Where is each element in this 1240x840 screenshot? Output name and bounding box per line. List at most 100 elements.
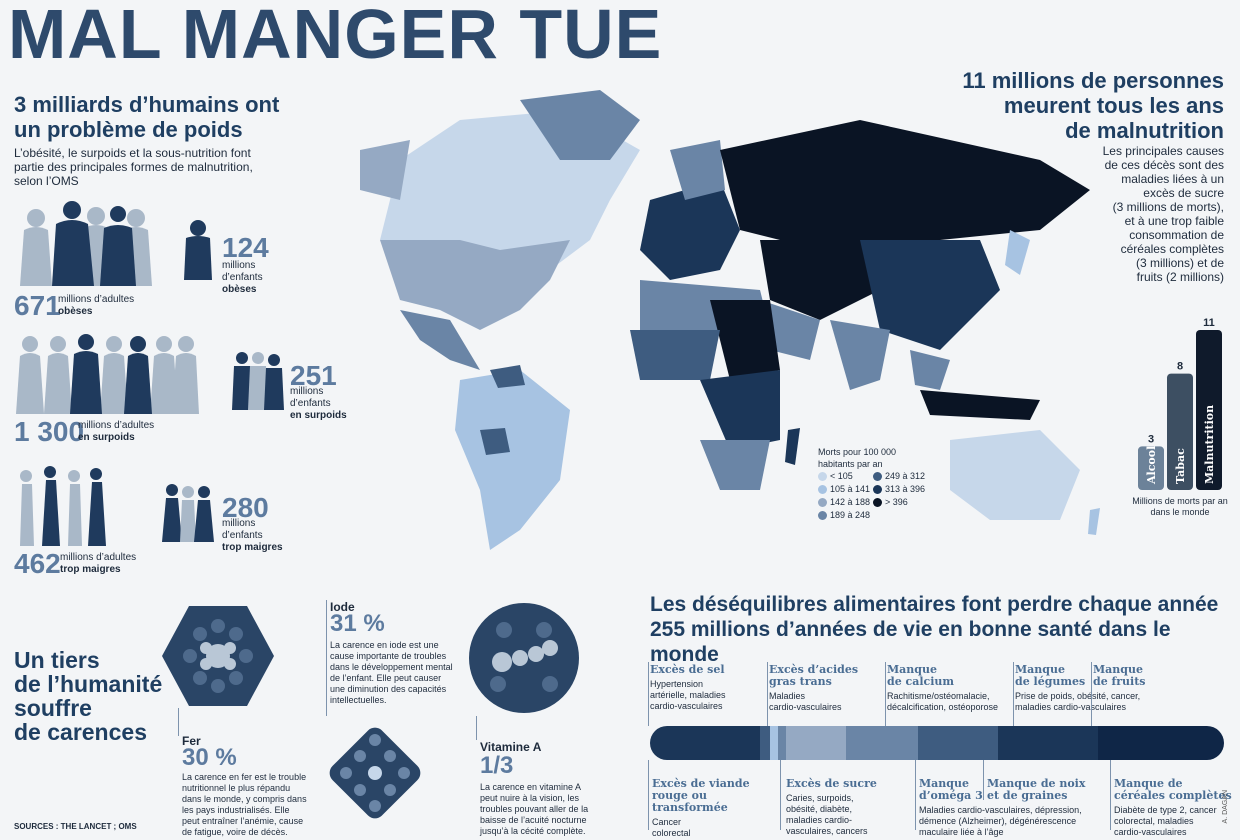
category-whole-grains: Manque de céréales complètes Diabète de … xyxy=(1114,777,1232,838)
deaths-heading-line: de malnutrition xyxy=(1065,118,1224,143)
segment-omega3 xyxy=(846,726,918,760)
children-overweight-silhouettes xyxy=(232,352,284,410)
children-thin-number: 280 xyxy=(222,492,269,523)
map-legend-col-1: < 105 105 à 141 142 à 188 189 à 248 xyxy=(818,470,870,522)
chart-caption: Millions de morts par an dans le monde xyxy=(1132,496,1228,517)
map-china xyxy=(860,240,1000,350)
map-usa xyxy=(380,240,570,330)
adults-overweight-label: millions d’adultes en surpoids xyxy=(78,420,154,444)
label-line: d’enfants xyxy=(290,398,331,409)
category-salt: Excès de sel Hypertension artérielle, mal… xyxy=(650,663,726,712)
segment-vegetables-fruits xyxy=(998,726,1098,760)
map-southern-africa xyxy=(700,440,770,490)
label-line: millions d’adultes xyxy=(60,552,137,563)
adults-obese-label: millions d’adultes obèses xyxy=(58,294,134,318)
adults-thin-silhouettes xyxy=(20,466,106,546)
weight-heading-line-1: 3 milliards d’humains ont xyxy=(14,92,280,117)
bar-malnutrition xyxy=(1196,330,1222,490)
bar-category-label: Malnutrition xyxy=(1203,405,1216,484)
iron-percent: 30 % xyxy=(182,744,237,771)
map-venezuela xyxy=(490,365,525,388)
legend-item: 189 à 248 xyxy=(818,509,870,522)
map-central-asia xyxy=(760,240,880,320)
label-line-bold: obèses xyxy=(222,284,257,295)
bar-category-label: Tabac xyxy=(1174,448,1187,484)
children-overweight-number: 251 xyxy=(290,360,337,391)
segment-calcium xyxy=(786,726,846,760)
deaths-heading-line: 11 millions de personnes xyxy=(962,68,1224,93)
category-sugar: Excès de sucre Caries, surpoids, obésité,… xyxy=(786,777,877,837)
category-trans-fats: Excès d’acides gras trans Maladies cardio… xyxy=(769,663,859,713)
weight-description: L’obésité, le surpoids et la sous-nutrit… xyxy=(14,146,253,188)
label-line-bold: obèses xyxy=(58,306,93,317)
adults-thin-label: millions d’adultes trop maigres xyxy=(60,552,136,576)
vitamin-a-label: Vitamine A xyxy=(480,740,542,754)
adults-obese-number: 671 xyxy=(14,290,61,321)
map-russia xyxy=(720,120,1090,250)
bar-value-label: 11 xyxy=(1203,317,1215,329)
map-europe xyxy=(640,180,740,280)
deaths-description: Les principales causes de ces décès sont… xyxy=(1102,144,1224,284)
legend-item: > 396 xyxy=(873,496,925,509)
legend-title-line: habitants par an xyxy=(818,459,883,469)
iron-label: Fer xyxy=(182,734,201,748)
vitamin-a-ratio: 1/3 xyxy=(480,752,514,779)
map-japan xyxy=(1005,230,1030,275)
iodine-label: Iode xyxy=(330,600,355,614)
weight-desc-line: partie des principales formes de malnutr… xyxy=(14,160,253,174)
legend-item: 313 à 396 xyxy=(873,483,925,496)
label-line: millions d’adultes xyxy=(58,294,135,305)
deficiency-heading: Un tiers de l’humanité souffre de carenc… xyxy=(14,647,163,745)
bar-value-label: 3 xyxy=(1148,433,1154,445)
legend-item: < 105 xyxy=(818,470,870,483)
map-scandinavia xyxy=(670,140,725,200)
map-australia xyxy=(950,430,1080,520)
weight-heading-line-2: un problème de poids xyxy=(14,117,243,142)
deaths-heading: 11 millions de personnes meurent tous le… xyxy=(962,68,1224,143)
children-obese-label: millions d’enfants obèses xyxy=(222,260,263,296)
label-line: d’enfants xyxy=(222,272,263,283)
map-india xyxy=(830,320,890,390)
iodine-diamond-illustration xyxy=(329,727,421,819)
legend-item: 142 à 188 xyxy=(818,496,870,509)
map-west-africa xyxy=(630,330,720,380)
label-line: millions xyxy=(222,518,256,529)
children-obese-silhouette xyxy=(184,220,212,280)
iron-text: La carence en fer est le trouble nutriti… xyxy=(182,772,307,837)
map-mexico xyxy=(400,310,480,370)
iron-hexagon-illustration xyxy=(162,606,274,706)
deaths-heading-line: meurent tous les ans xyxy=(1003,93,1224,118)
label-line: millions xyxy=(290,386,324,397)
weight-desc-line: selon l’OMS xyxy=(14,174,79,188)
map-south-america xyxy=(455,370,570,550)
label-line: millions d’adultes xyxy=(78,420,155,431)
bar-tabac xyxy=(1167,373,1193,490)
map-greenland xyxy=(520,90,640,160)
children-thin-label: millions d’enfants trop maigres xyxy=(222,518,283,554)
label-line: d’enfants xyxy=(222,530,263,541)
map-bolivia xyxy=(480,428,510,455)
children-thin-silhouettes xyxy=(162,484,214,542)
category-calcium: Manque de calcium Rachitisme/ostéomalaci… xyxy=(887,663,999,713)
label-line-bold: trop maigres xyxy=(222,542,283,553)
dalys-heading: Les déséquilibres alimentaires font perd… xyxy=(650,593,1219,666)
category-fruits: Manque de fruits xyxy=(1093,663,1146,688)
segment-meat xyxy=(760,726,770,760)
segment-salt xyxy=(650,726,760,760)
segment-sugar xyxy=(778,726,786,760)
vitamin-a-circle-illustration xyxy=(469,603,579,713)
map-central-africa xyxy=(700,370,780,450)
map-new-zealand xyxy=(1088,508,1100,535)
adults-overweight-number: 1 300 xyxy=(14,416,85,447)
dalys-bar xyxy=(650,726,1224,760)
iodine-percent: 31 % xyxy=(330,610,385,637)
weight-heading: 3 milliards d’humains ont un problème de… xyxy=(14,92,279,142)
world-map xyxy=(360,90,1100,550)
children-obese-number: 124 xyxy=(222,232,269,263)
label-line-bold: en surpoids xyxy=(290,410,347,421)
legend-item: 105 à 141 xyxy=(818,483,870,496)
map-indonesia xyxy=(920,390,1040,420)
segment-trans-fats xyxy=(770,726,778,760)
label-line-bold: en surpoids xyxy=(78,432,135,443)
